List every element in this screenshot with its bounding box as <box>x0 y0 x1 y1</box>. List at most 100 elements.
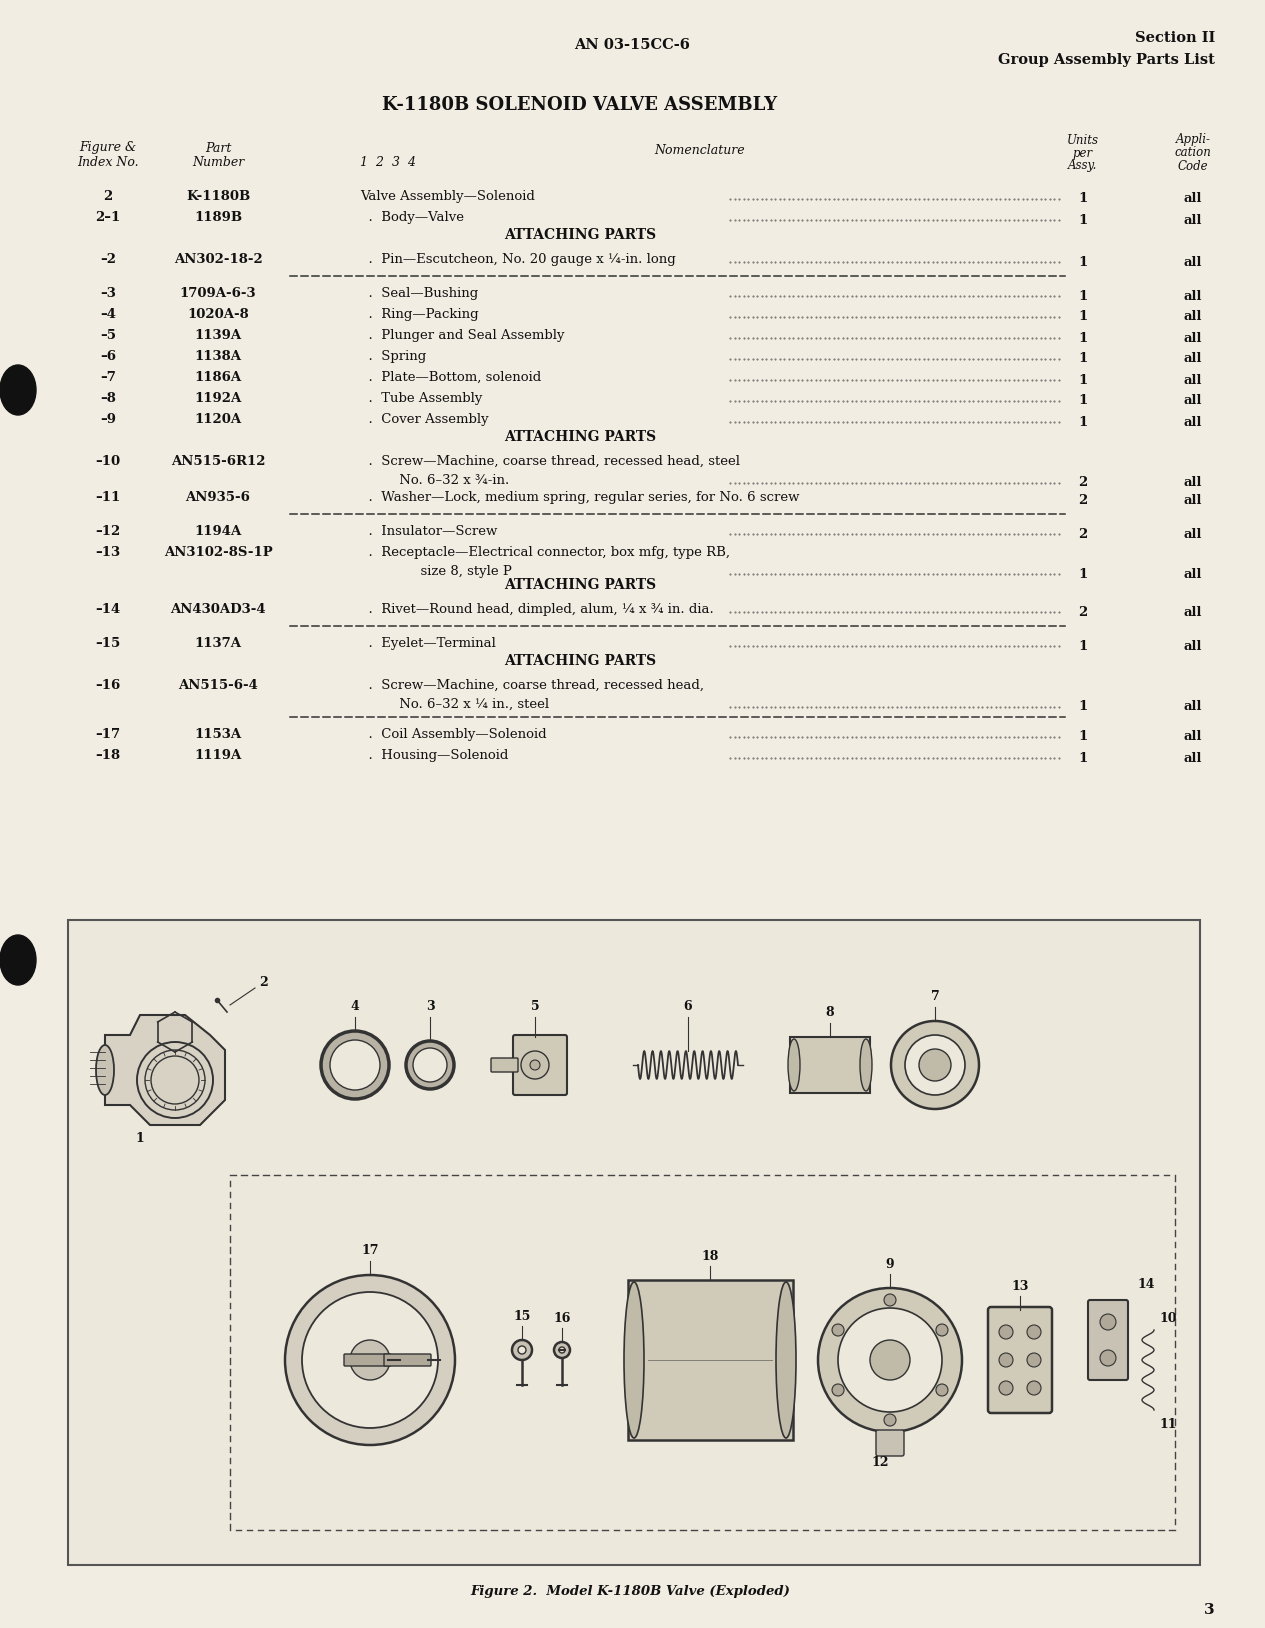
Text: 10: 10 <box>1159 1312 1176 1325</box>
Text: K-1180B: K-1180B <box>186 190 250 204</box>
Text: 1: 1 <box>1078 700 1088 713</box>
Text: 1: 1 <box>1078 256 1088 269</box>
Text: Valve Assembly—Solenoid: Valve Assembly—Solenoid <box>361 190 535 204</box>
Circle shape <box>918 1048 951 1081</box>
Text: all: all <box>1184 700 1202 713</box>
Text: size 8, style P: size 8, style P <box>378 565 512 578</box>
Text: ATTACHING PARTS: ATTACHING PARTS <box>503 578 657 593</box>
Circle shape <box>1101 1350 1116 1366</box>
Text: ATTACHING PARTS: ATTACHING PARTS <box>503 654 657 667</box>
Circle shape <box>832 1384 844 1395</box>
Text: 13: 13 <box>1011 1280 1028 1293</box>
Text: .  Housing—Solenoid: . Housing—Solenoid <box>361 749 509 762</box>
Ellipse shape <box>96 1045 114 1096</box>
Text: –4: –4 <box>100 308 116 321</box>
Text: 4: 4 <box>350 1001 359 1014</box>
Text: all: all <box>1184 606 1202 619</box>
FancyBboxPatch shape <box>385 1354 431 1366</box>
Text: all: all <box>1184 332 1202 345</box>
Text: .  Plunger and Seal Assembly: . Plunger and Seal Assembly <box>361 329 564 342</box>
Text: 1153A: 1153A <box>195 728 242 741</box>
Text: 15: 15 <box>514 1309 531 1322</box>
Text: all: all <box>1184 640 1202 653</box>
FancyBboxPatch shape <box>1088 1301 1128 1381</box>
Circle shape <box>350 1340 390 1381</box>
Text: 17: 17 <box>362 1244 378 1257</box>
Text: .  Seal—Bushing: . Seal—Bushing <box>361 287 478 300</box>
Text: all: all <box>1184 731 1202 744</box>
Circle shape <box>330 1040 380 1091</box>
Text: all: all <box>1184 213 1202 226</box>
Text: ATTACHING PARTS: ATTACHING PARTS <box>503 228 657 243</box>
Text: –7: –7 <box>100 371 116 384</box>
Text: Group Assembly Parts List: Group Assembly Parts List <box>998 54 1214 67</box>
Text: No. 6–32 x ¼ in., steel: No. 6–32 x ¼ in., steel <box>378 698 549 711</box>
Text: 1119A: 1119A <box>195 749 242 762</box>
Text: 1: 1 <box>1078 394 1088 407</box>
Circle shape <box>512 1340 533 1359</box>
Text: all: all <box>1184 493 1202 506</box>
Text: .  Washer—Lock, medium spring, regular series, for No. 6 screw: . Washer—Lock, medium spring, regular se… <box>361 492 799 505</box>
Text: AN515-6-4: AN515-6-4 <box>178 679 258 692</box>
Text: Nomenclature: Nomenclature <box>655 143 745 156</box>
Text: all: all <box>1184 527 1202 540</box>
Text: 5: 5 <box>531 1001 539 1014</box>
Text: 11: 11 <box>1159 1418 1176 1431</box>
Text: .  Eyelet—Terminal: . Eyelet—Terminal <box>361 637 496 650</box>
Circle shape <box>321 1031 390 1099</box>
Text: 1  2  3  4: 1 2 3 4 <box>361 156 416 169</box>
Text: –17: –17 <box>95 728 120 741</box>
Text: 2: 2 <box>104 190 113 204</box>
FancyBboxPatch shape <box>491 1058 517 1071</box>
Text: 1: 1 <box>1078 568 1088 581</box>
Text: –11: –11 <box>95 492 120 505</box>
FancyBboxPatch shape <box>344 1354 391 1366</box>
Circle shape <box>1027 1353 1041 1368</box>
Circle shape <box>559 1346 565 1353</box>
Ellipse shape <box>0 365 35 415</box>
Text: .  Insulator—Screw: . Insulator—Screw <box>361 524 497 537</box>
Text: 1120A: 1120A <box>195 414 242 427</box>
FancyBboxPatch shape <box>988 1307 1052 1413</box>
Text: 8: 8 <box>826 1006 835 1019</box>
Text: Part: Part <box>205 142 231 155</box>
Text: –5: –5 <box>100 329 116 342</box>
Text: .  Plate—Bottom, solenoid: . Plate—Bottom, solenoid <box>361 371 541 384</box>
Bar <box>68 920 1200 1565</box>
Text: No. 6–32 x ¾-in.: No. 6–32 x ¾-in. <box>378 474 510 487</box>
Circle shape <box>904 1035 965 1096</box>
Text: K-1180B SOLENOID VALVE ASSEMBLY: K-1180B SOLENOID VALVE ASSEMBLY <box>382 96 778 114</box>
Text: all: all <box>1184 415 1202 428</box>
Circle shape <box>999 1381 1013 1395</box>
Polygon shape <box>105 1014 225 1125</box>
Text: 16: 16 <box>553 1312 571 1325</box>
FancyBboxPatch shape <box>791 1037 870 1092</box>
Ellipse shape <box>788 1039 799 1091</box>
Circle shape <box>412 1048 447 1083</box>
Text: all: all <box>1184 568 1202 581</box>
Ellipse shape <box>775 1281 796 1438</box>
Circle shape <box>406 1040 454 1089</box>
Circle shape <box>870 1340 910 1381</box>
Text: all: all <box>1184 373 1202 386</box>
Text: 1: 1 <box>1078 353 1088 366</box>
Text: 1186A: 1186A <box>195 371 242 384</box>
FancyBboxPatch shape <box>875 1429 904 1455</box>
Text: Units: Units <box>1066 133 1099 147</box>
Text: 12: 12 <box>872 1455 889 1468</box>
Text: 1: 1 <box>1078 290 1088 303</box>
Text: 1: 1 <box>1078 373 1088 386</box>
FancyBboxPatch shape <box>514 1035 567 1096</box>
Text: all: all <box>1184 192 1202 205</box>
Text: .  Screw—Machine, coarse thread, recessed head,: . Screw—Machine, coarse thread, recessed… <box>361 679 705 692</box>
Ellipse shape <box>860 1039 872 1091</box>
Text: –10: –10 <box>95 454 120 467</box>
Text: AN935-6: AN935-6 <box>186 492 250 505</box>
Ellipse shape <box>624 1281 644 1438</box>
Text: 1709A-6-3: 1709A-6-3 <box>180 287 257 300</box>
Text: 1020A-8: 1020A-8 <box>187 308 249 321</box>
Text: 2–1: 2–1 <box>95 212 120 225</box>
Text: per: per <box>1073 147 1093 160</box>
Circle shape <box>1101 1314 1116 1330</box>
Text: 2: 2 <box>1078 477 1088 490</box>
